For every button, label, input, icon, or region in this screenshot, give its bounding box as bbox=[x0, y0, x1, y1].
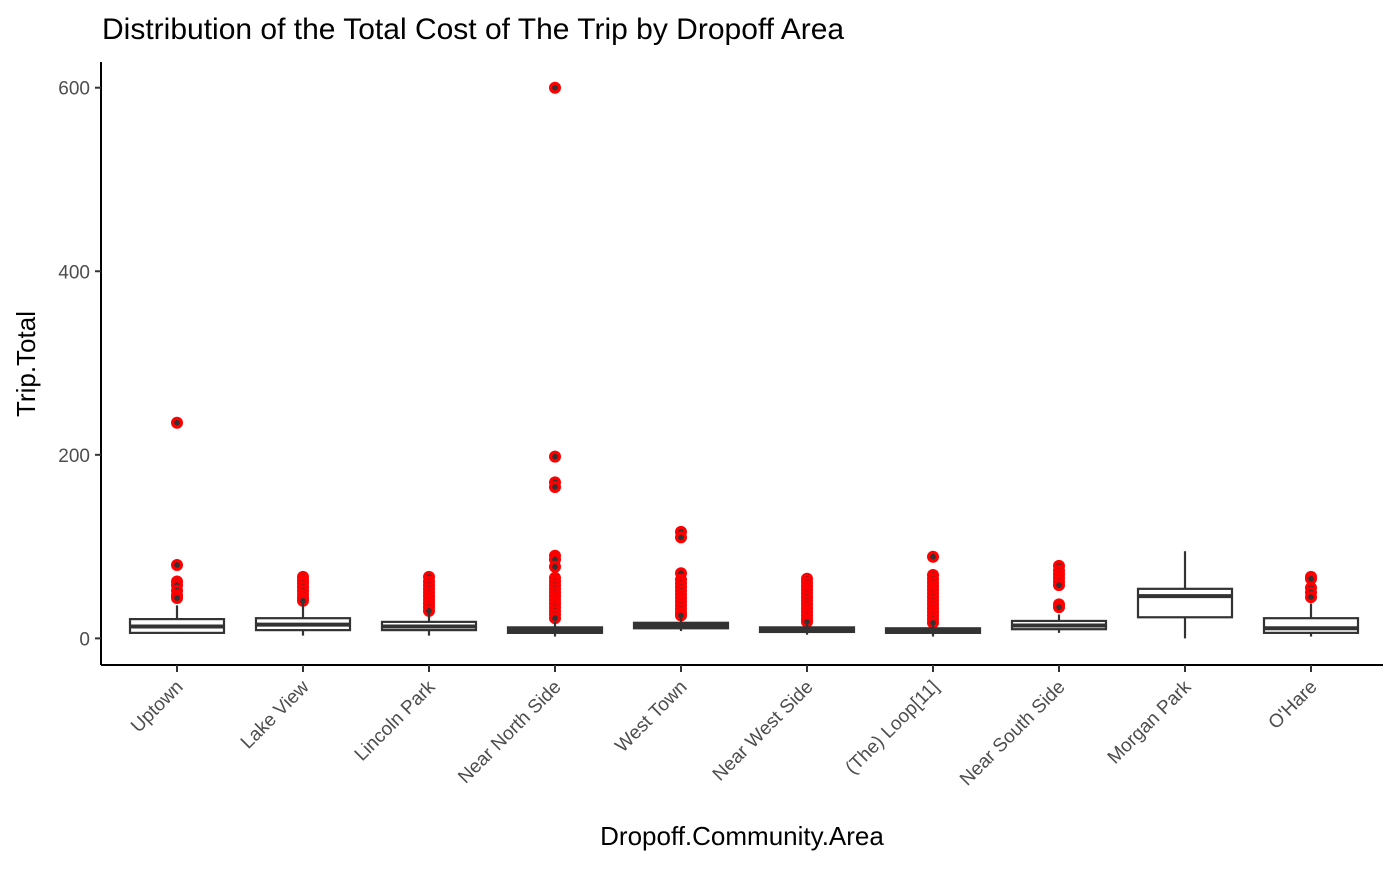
outlier-center bbox=[426, 608, 432, 614]
x-tick-label: Lake View bbox=[237, 676, 314, 753]
x-tick-label: Near West Side bbox=[709, 677, 818, 786]
y-tick-label: 400 bbox=[58, 262, 90, 283]
box-group bbox=[128, 416, 226, 634]
box-iqr bbox=[1262, 617, 1360, 634]
outlier-center bbox=[174, 595, 180, 601]
outlier-center bbox=[552, 453, 558, 460]
box-group bbox=[254, 570, 352, 636]
x-tick-label: Near North Side bbox=[454, 677, 565, 788]
outlier-center bbox=[174, 562, 180, 568]
outlier-center bbox=[174, 419, 180, 426]
outlier-center bbox=[1056, 582, 1062, 588]
box-group bbox=[884, 550, 982, 637]
outlier-center bbox=[678, 612, 684, 619]
outlier-center bbox=[552, 563, 558, 570]
outlier-center bbox=[1308, 575, 1314, 582]
outlier-center bbox=[930, 553, 936, 560]
outlier-center bbox=[678, 534, 684, 541]
x-tick-label: Morgan Park bbox=[1104, 676, 1196, 768]
outlier-center bbox=[552, 615, 558, 621]
box-group bbox=[758, 572, 856, 635]
x-tick-label: O'Hare bbox=[1265, 677, 1322, 734]
outlier-center bbox=[552, 556, 558, 563]
x-tick-label: Near South Side bbox=[956, 677, 1069, 790]
y-tick-label: 200 bbox=[58, 446, 90, 467]
x-tick-label: Lincoln Park bbox=[351, 676, 440, 765]
outlier-center bbox=[804, 619, 810, 625]
y-axis-ticks: 0 200 400 600 bbox=[58, 79, 101, 650]
x-axis-title: Dropoff.Community.Area bbox=[600, 821, 884, 851]
outlier-center bbox=[552, 84, 558, 91]
box-group bbox=[506, 81, 604, 637]
outlier-center bbox=[552, 484, 558, 490]
outlier-center bbox=[1056, 604, 1062, 610]
box-group bbox=[1010, 559, 1108, 633]
y-axis-title: Trip.Total bbox=[11, 311, 41, 417]
x-tick-label: Uptown bbox=[127, 677, 187, 737]
box-group bbox=[632, 525, 730, 632]
outlier-center bbox=[1308, 594, 1314, 600]
box-group bbox=[1136, 551, 1234, 639]
chart-title: Distribution of the Total Cost of The Tr… bbox=[102, 13, 844, 46]
outlier-center bbox=[930, 619, 936, 626]
x-tick-label: (The) Loop[11] bbox=[842, 677, 944, 779]
x-tick-label: West Town bbox=[611, 677, 691, 757]
x-axis-ticks: Uptown Lake View Lincoln Park Near North Si… bbox=[127, 665, 1322, 790]
outlier-center bbox=[300, 597, 306, 604]
box-group bbox=[380, 570, 478, 636]
y-tick-label: 600 bbox=[58, 79, 90, 100]
y-tick-label: 0 bbox=[79, 629, 90, 650]
plot-marks bbox=[128, 81, 1360, 639]
box-iqr bbox=[1136, 587, 1234, 619]
box-group bbox=[1262, 570, 1360, 637]
